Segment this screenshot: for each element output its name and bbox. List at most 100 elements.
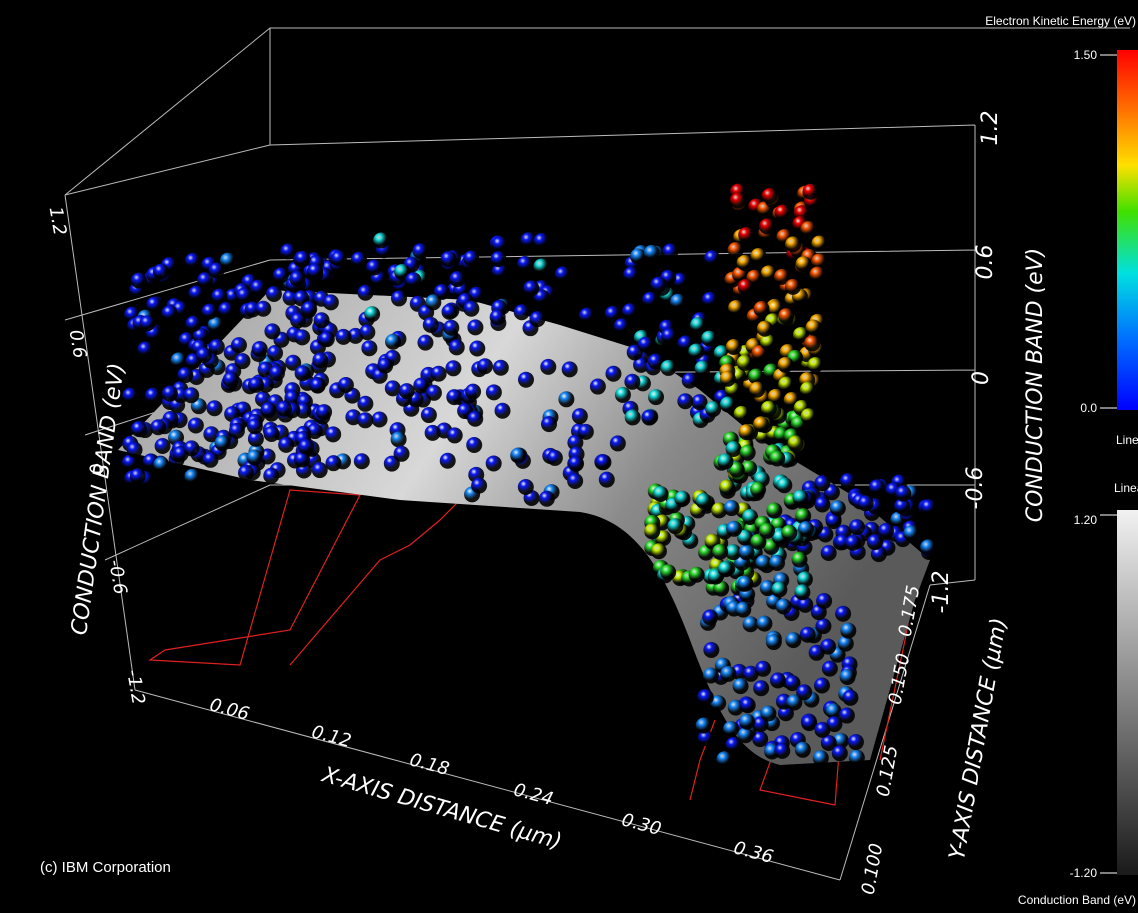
particle (651, 277, 667, 293)
particle (786, 694, 802, 710)
particle (547, 450, 563, 466)
particle (638, 337, 654, 353)
particle (840, 473, 856, 489)
particle (518, 372, 534, 388)
particle (263, 468, 279, 484)
particle (610, 435, 626, 451)
particle (815, 618, 831, 634)
particle (718, 453, 734, 469)
z-tick-label: 1.2 (978, 111, 1003, 146)
particle (723, 721, 739, 737)
particle (184, 469, 200, 485)
particle (800, 221, 816, 237)
particle (555, 266, 571, 282)
particle (785, 279, 801, 295)
particle (920, 539, 936, 555)
particle (377, 358, 393, 374)
particle (682, 373, 698, 389)
particle (449, 339, 465, 355)
particle (423, 317, 439, 333)
particle (477, 358, 493, 374)
particle (231, 337, 247, 353)
z-tick-label: 0.6 (65, 328, 91, 360)
particle (814, 475, 830, 491)
particle (440, 453, 456, 469)
particle (391, 431, 407, 447)
particle (794, 584, 810, 600)
particle (624, 374, 640, 390)
particle (653, 486, 669, 502)
particle (785, 236, 801, 252)
particle (252, 341, 268, 357)
particle (443, 320, 459, 336)
particle (255, 301, 271, 317)
particle (405, 272, 421, 288)
particle (814, 678, 830, 694)
particle (776, 599, 792, 615)
particle (307, 263, 323, 279)
particle (802, 184, 818, 200)
particle (146, 297, 162, 313)
z-tick-label: -1.2 (122, 668, 149, 706)
particle (572, 408, 588, 424)
colorbar-title: Electron Kinetic Energy (eV) (985, 14, 1136, 28)
particle (359, 324, 375, 340)
particle (702, 292, 718, 308)
particle (737, 355, 753, 371)
particle (670, 294, 686, 310)
particle (781, 525, 797, 541)
particle (644, 523, 660, 539)
particle (202, 304, 218, 320)
particle (162, 386, 178, 402)
particle (319, 331, 335, 347)
particle (469, 341, 485, 357)
particle (486, 455, 502, 471)
particle (641, 410, 657, 426)
particle (849, 519, 865, 535)
particle (442, 304, 458, 320)
particle (809, 266, 825, 282)
particle (762, 188, 778, 204)
particle (266, 286, 282, 302)
particle (769, 555, 785, 571)
particle (599, 472, 615, 488)
particle (312, 352, 328, 368)
particle (689, 567, 705, 583)
particle (467, 319, 483, 335)
particle (776, 477, 792, 493)
particle (814, 722, 830, 738)
particle (739, 714, 755, 730)
particle (720, 371, 736, 387)
particle (623, 267, 639, 283)
particle (463, 301, 479, 317)
particle (740, 445, 756, 461)
particle (171, 352, 187, 368)
particle (331, 251, 347, 267)
particle (788, 435, 804, 451)
particle (184, 440, 200, 456)
particle (738, 279, 754, 295)
particle (539, 491, 555, 507)
particle (394, 446, 410, 462)
y-tick-label: 0.125 (873, 744, 903, 798)
particle (813, 750, 829, 766)
particle (298, 439, 314, 455)
particle (558, 391, 574, 407)
particle (150, 419, 166, 435)
particle (778, 357, 794, 373)
band-colorbar (1117, 510, 1138, 875)
particle (735, 602, 751, 618)
particle (702, 609, 718, 625)
particle (153, 264, 169, 280)
particle (696, 718, 712, 734)
particle (325, 455, 341, 471)
particle (614, 318, 630, 334)
particle (471, 478, 487, 494)
particle (131, 273, 147, 289)
z-tick-label: -0.6 (963, 467, 988, 510)
particle (688, 343, 704, 359)
particle (720, 397, 736, 413)
particle (759, 218, 775, 234)
particle (830, 500, 846, 516)
particle (728, 300, 744, 316)
